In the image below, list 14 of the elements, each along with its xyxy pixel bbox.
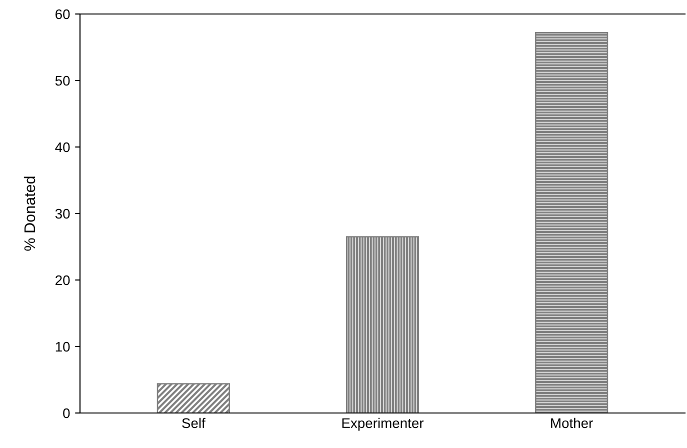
y-tick-label: 0 xyxy=(63,408,70,418)
bar xyxy=(535,32,608,413)
y-tick-label: 10 xyxy=(56,342,70,352)
bar xyxy=(156,383,230,413)
y-tick-label: 30 xyxy=(55,208,70,219)
x-tick-label: Experimenter xyxy=(342,418,424,431)
y-tick-label: 20 xyxy=(56,275,70,286)
bar xyxy=(346,236,420,413)
y-axis-title: % Donated xyxy=(24,176,36,251)
y-tick-label: 50 xyxy=(55,76,70,86)
y-tick-label: 40 xyxy=(55,142,70,152)
y-tick-label: 60 xyxy=(56,9,70,20)
x-tick-label: Mother xyxy=(551,418,593,428)
x-tick-label: Self xyxy=(182,418,206,428)
